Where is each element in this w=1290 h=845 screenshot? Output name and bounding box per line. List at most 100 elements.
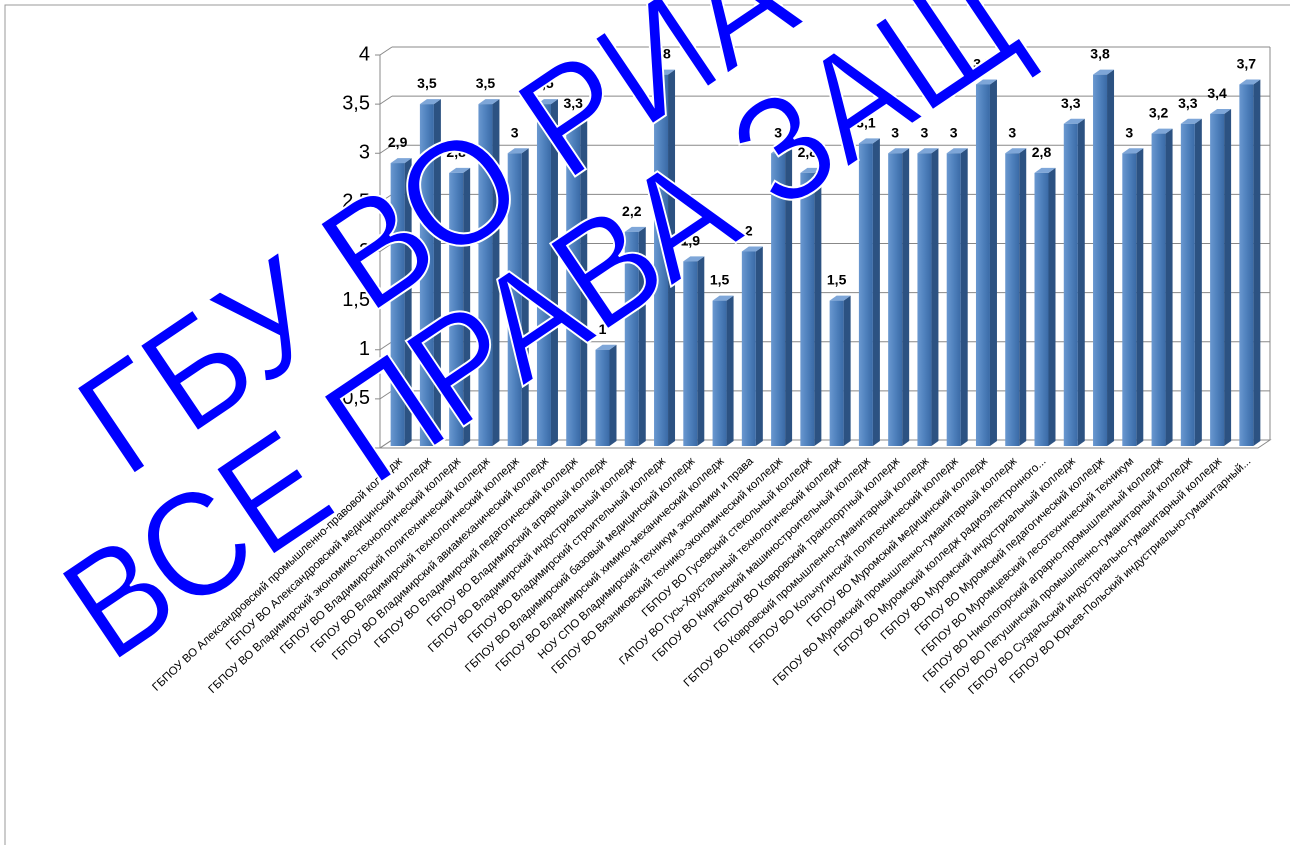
value-label: 3 <box>774 124 782 140</box>
value-label: 1,5 <box>827 272 847 288</box>
bar-side <box>638 226 646 446</box>
value-label: 3,3 <box>563 95 583 111</box>
bar-front <box>478 104 493 446</box>
bar-side <box>1107 69 1115 447</box>
bar <box>419 99 441 446</box>
bar-front <box>771 153 786 446</box>
grid-depth <box>379 390 393 400</box>
value-label: 3,1 <box>856 114 876 130</box>
bar-side <box>872 138 880 447</box>
bar-top <box>595 344 617 350</box>
bar-front <box>975 84 990 446</box>
y-tick-label: 0,5 <box>342 387 370 409</box>
bar-front <box>829 300 844 446</box>
bar-top <box>712 295 734 301</box>
bar-front <box>390 163 405 446</box>
bar-side <box>1194 118 1202 447</box>
bar-top <box>1063 118 1085 124</box>
bar-front <box>419 104 434 446</box>
bar <box>449 167 471 446</box>
bar-side <box>726 295 734 446</box>
bar-front <box>1210 113 1225 446</box>
grid-depth <box>379 292 393 302</box>
bar-top <box>771 148 793 154</box>
bar-side <box>1019 148 1027 446</box>
bar-side <box>931 148 939 446</box>
y-tick-label: 2 <box>359 240 370 262</box>
grid-depth <box>379 95 393 105</box>
value-label: 3 <box>511 124 519 140</box>
bar-top <box>1034 167 1056 173</box>
chart-frame <box>4 4 1290 845</box>
bar-front <box>1180 123 1195 447</box>
bar <box>390 158 412 446</box>
bar-top <box>1122 148 1144 154</box>
grid-depth <box>379 46 393 56</box>
value-label: 3 <box>950 124 958 140</box>
y-tick-label: 1 <box>359 338 370 360</box>
bar-top <box>478 99 500 105</box>
bar-top <box>829 295 851 301</box>
grid-depth <box>379 243 393 252</box>
value-label: 3,3 <box>1061 95 1081 111</box>
bar-front <box>595 349 610 446</box>
bar <box>946 148 968 446</box>
bar-front <box>741 251 756 446</box>
bar-top <box>683 256 705 262</box>
value-label: 1,5 <box>710 272 730 288</box>
bar-side <box>404 158 412 446</box>
bar-top <box>917 148 939 154</box>
bar <box>654 69 676 447</box>
bar <box>741 246 763 446</box>
value-label: 3,3 <box>1178 95 1198 111</box>
bar-side <box>668 69 676 447</box>
value-label: 3,7 <box>1237 55 1257 71</box>
bar-top <box>741 246 763 252</box>
bar-top <box>858 138 880 144</box>
bar-front <box>1122 153 1137 446</box>
bar <box>800 167 822 446</box>
bar-front <box>800 172 815 446</box>
bar-top <box>1239 79 1261 85</box>
bar-front <box>624 231 639 446</box>
bar-front <box>507 153 522 446</box>
bar-top <box>1180 118 1202 124</box>
y-tick-label: 3 <box>359 142 370 164</box>
bar-side <box>1077 118 1085 447</box>
bar-side <box>1165 128 1173 446</box>
bar <box>975 79 997 446</box>
bar-side <box>609 344 617 446</box>
bar-front <box>1151 133 1166 446</box>
bar-front <box>1239 84 1254 446</box>
bar <box>624 226 646 446</box>
value-label: 3,5 <box>534 75 554 91</box>
value-label: 2 <box>745 223 753 239</box>
bar-side <box>814 167 822 446</box>
value-label: 3,5 <box>476 75 496 91</box>
bar-side <box>960 148 968 446</box>
bar <box>771 148 793 446</box>
bar-top <box>654 69 676 75</box>
value-label: 3 <box>1125 124 1133 140</box>
bar-side <box>463 167 471 446</box>
bar-top <box>975 79 997 85</box>
grid-depth <box>379 144 393 154</box>
bar <box>829 295 851 446</box>
bar-front <box>1005 153 1020 446</box>
value-label: 1,9 <box>681 232 701 248</box>
value-label: 3 <box>1008 124 1016 140</box>
value-label: 2,8 <box>798 144 818 160</box>
bar <box>1005 148 1027 446</box>
bar-side <box>580 118 588 447</box>
bar-side <box>902 148 910 446</box>
bar-side <box>433 99 441 446</box>
bar-side <box>521 148 529 446</box>
bar-side <box>989 79 997 446</box>
bar <box>566 118 588 447</box>
bar-top <box>507 148 529 154</box>
bar-front <box>683 261 698 446</box>
bar-side <box>492 99 500 446</box>
value-label: 3 <box>921 124 929 140</box>
bar <box>595 344 617 446</box>
bar <box>683 256 705 446</box>
